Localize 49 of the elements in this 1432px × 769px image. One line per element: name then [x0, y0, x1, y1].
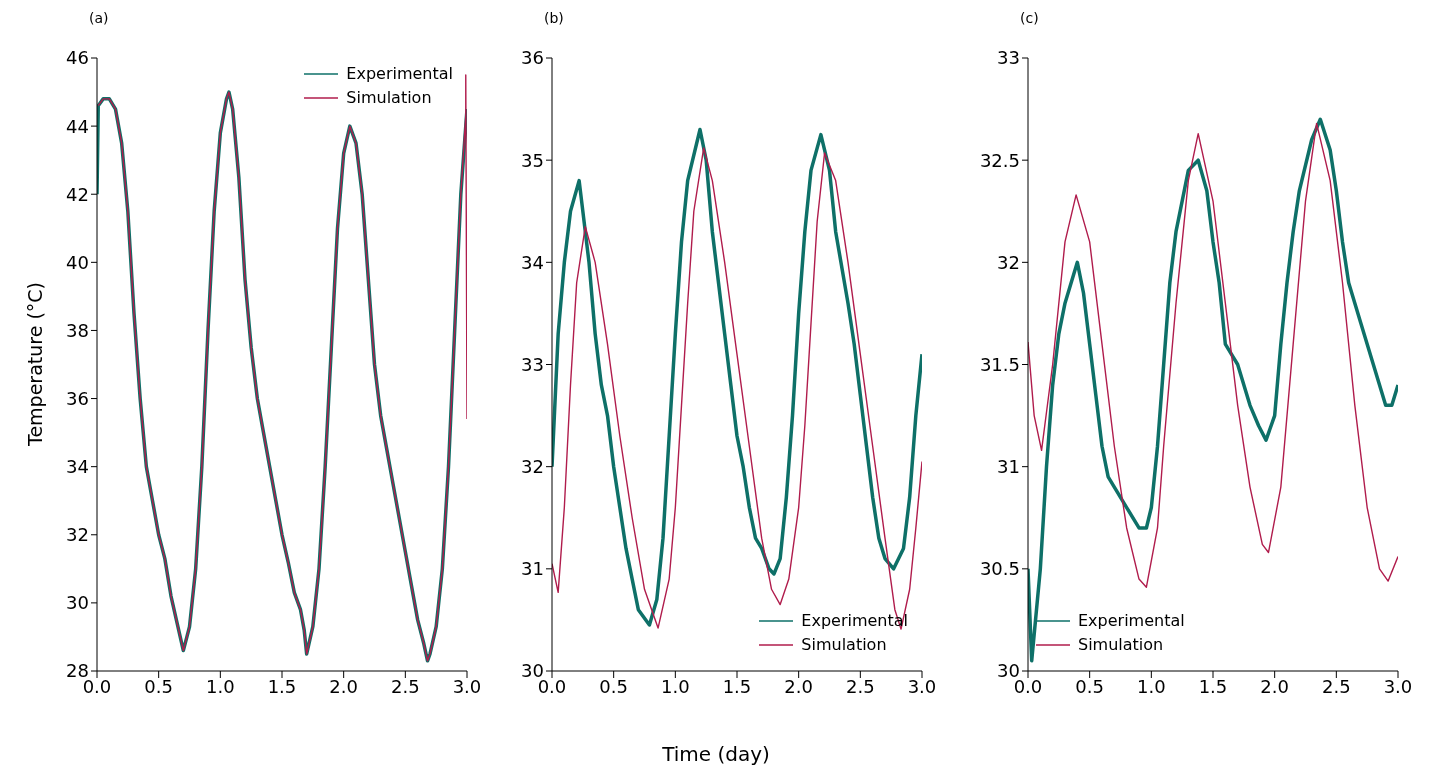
y-tick-label: 31 [997, 456, 1020, 478]
x-tick-label: 2.5 [1322, 675, 1351, 697]
y-tick-label: 31 [521, 558, 544, 580]
x-tick-label: 2.0 [1260, 675, 1289, 697]
y-tick-label: 40 [66, 251, 89, 273]
y-tick-label: 30 [66, 592, 89, 614]
x-tick-label: 2.5 [391, 675, 420, 697]
x-tick-label: 0.5 [1075, 675, 1104, 697]
x-tick-label: 2.5 [846, 675, 875, 697]
legend-label: Simulation [1078, 634, 1164, 656]
y-tick-label: 38 [66, 319, 89, 341]
y-axis-title: Temperature (°C) [24, 280, 46, 448]
x-tick-label: 1.0 [206, 675, 235, 697]
y-tick-label: 44 [66, 115, 89, 137]
y-tick-label: 32.5 [979, 149, 1020, 171]
x-tick-label: 3.0 [1383, 675, 1413, 697]
y-tick-label: 34 [521, 251, 544, 273]
x-tick-label: 2.0 [329, 675, 358, 697]
y-tick-label: 36 [66, 387, 89, 409]
chart-title: (c) [1020, 10, 1039, 26]
x-tick-label: 1.5 [267, 675, 297, 697]
legend-label: Experimental [346, 63, 453, 85]
y-tick-label: 33 [997, 47, 1020, 69]
y-tick-label: 35 [521, 149, 544, 171]
x-axis-title: Time (day) [661, 742, 771, 766]
y-tick-label: 32 [521, 456, 544, 478]
legend-label: Experimental [1078, 610, 1185, 632]
x-tick-label: 2.0 [784, 675, 813, 697]
x-tick-label: 3.0 [907, 675, 937, 697]
x-tick-label: 0.5 [599, 675, 628, 697]
x-tick-label: 3.0 [452, 675, 482, 697]
y-tick-label: 46 [66, 47, 89, 69]
chart-title: (a) [89, 10, 109, 26]
y-tick-label: 32 [66, 524, 89, 546]
y-tick-label: 36 [521, 47, 544, 69]
chart-title: (b) [544, 10, 564, 26]
y-tick-label: 33 [521, 353, 544, 375]
x-tick-label: 0.5 [144, 675, 173, 697]
x-tick-label: 1.0 [1137, 675, 1166, 697]
x-tick-label: 1.5 [722, 675, 752, 697]
y-tick-label: 30.5 [979, 558, 1020, 580]
y-tick-label: 42 [66, 183, 89, 205]
x-tick-label: 1.0 [661, 675, 690, 697]
y-tick-label: 31.5 [979, 353, 1020, 375]
legend-label: Simulation [346, 87, 432, 109]
y-tick-label: 32 [997, 251, 1020, 273]
legend-label: Simulation [801, 634, 887, 656]
y-tick-label: 34 [66, 456, 89, 478]
x-tick-label: 1.5 [1198, 675, 1228, 697]
